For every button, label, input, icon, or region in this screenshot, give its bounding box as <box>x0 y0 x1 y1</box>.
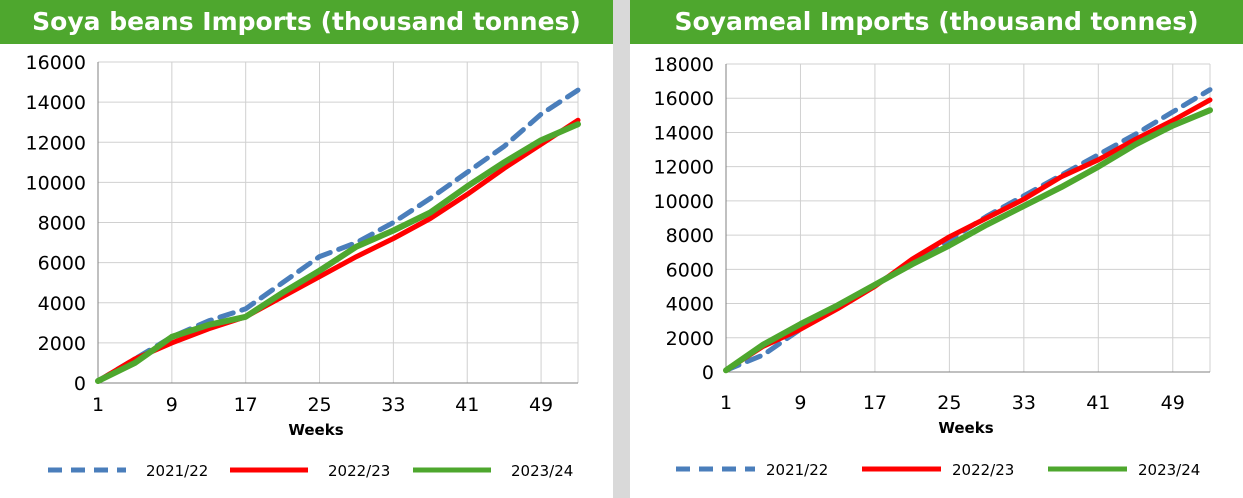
y-tick-label: 8000 <box>38 213 86 235</box>
series-line-2022-23 <box>723 97 1213 373</box>
series-line-2023-24 <box>723 107 1213 374</box>
panel-divider <box>613 0 630 498</box>
soyameal-panel: Soyameal Imports (thousand tonnes) 0 2000… <box>630 0 1243 498</box>
y-tick-label: 4000 <box>38 293 86 315</box>
y-tick-label: 18000 <box>654 54 714 76</box>
legend-label: 2022/23 <box>952 461 1014 479</box>
y-tick-label: 12000 <box>26 132 86 154</box>
x-tick-label: 17 <box>863 392 887 414</box>
y-tick-label: 6000 <box>38 253 86 275</box>
x-tick-label: 33 <box>381 394 405 416</box>
y-tick-label: 4000 <box>666 294 714 316</box>
soyameal-chart: 0 2000 4000 6000 8000 10000 12000 14000 16000 180… <box>654 54 1213 479</box>
chart-title: Soyameal Imports (thousand tonnes) <box>630 0 1243 44</box>
y-tick-label: 14000 <box>26 92 86 114</box>
x-tick-label: 9 <box>166 394 178 416</box>
x-tick-label: 33 <box>1012 392 1036 414</box>
x-axis-label: Weeks <box>938 419 993 437</box>
y-tick-label: 16000 <box>654 88 714 110</box>
y-tick-label: 16000 <box>26 52 86 74</box>
y-tick-label: 0 <box>702 362 714 384</box>
soya-beans-chart: 0 2000 4000 6000 8000 10000 12000 14000 16000 1 9 1… <box>26 52 581 480</box>
series-line-2023-24 <box>95 121 581 384</box>
soya-beans-panel: Soya beans Imports (thousand tonnes) 0 20… <box>0 0 613 498</box>
x-tick-label: 25 <box>307 394 331 416</box>
x-tick-label: 49 <box>529 394 553 416</box>
x-tick-label: 25 <box>937 392 961 414</box>
x-tick-label: 1 <box>720 392 732 414</box>
y-tick-label: 6000 <box>666 259 714 281</box>
x-tick-label: 1 <box>92 394 104 416</box>
y-tick-label: 10000 <box>654 191 714 213</box>
y-tick-label: 10000 <box>26 172 86 194</box>
legend-label: 2023/24 <box>511 462 573 480</box>
x-tick-label: 41 <box>455 394 479 416</box>
legend-label: 2021/22 <box>146 462 208 480</box>
y-tick-label: 8000 <box>666 225 714 247</box>
y-tick-label: 2000 <box>38 333 86 355</box>
legend-label: 2021/22 <box>766 461 828 479</box>
x-tick-label: 17 <box>234 394 258 416</box>
x-tick-label: 49 <box>1161 392 1185 414</box>
chart-title: Soya beans Imports (thousand tonnes) <box>0 0 613 44</box>
series-line-2022-23 <box>95 117 581 384</box>
y-tick-label: 14000 <box>654 122 714 144</box>
x-axis-label: Weeks <box>288 421 343 439</box>
y-tick-label: 12000 <box>654 157 714 179</box>
x-tick-label: 41 <box>1086 392 1110 414</box>
legend-label: 2023/24 <box>1138 461 1200 479</box>
x-tick-label: 9 <box>794 392 806 414</box>
y-tick-label: 0 <box>74 373 86 395</box>
y-tick-label: 2000 <box>666 328 714 350</box>
legend-label: 2022/23 <box>328 462 390 480</box>
